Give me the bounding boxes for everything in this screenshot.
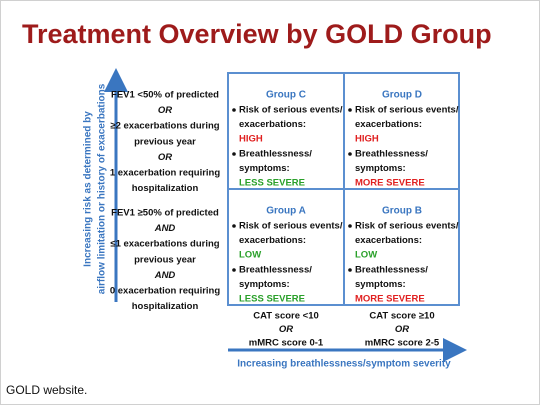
group-title: Group A [266, 206, 306, 217]
symptom-level: LESS SEVERE [239, 178, 305, 189]
bullet [348, 268, 352, 272]
row-criteria: FEV1 <50% of predicted [111, 90, 219, 101]
footer: GOLD website. [6, 383, 87, 397]
row-criteria: previous year [134, 136, 196, 147]
risk-level: LOW [239, 250, 261, 261]
group-title: Group B [382, 206, 422, 217]
column-criteria: OR [279, 324, 293, 335]
bullet [232, 108, 236, 112]
cell-text: Risk of serious events/ [355, 105, 459, 116]
row-criteria: 1 exacerbation requiring [110, 168, 221, 179]
cell-text: Breathlessness/ [239, 265, 312, 276]
cell-text: symptoms: [239, 163, 290, 174]
row-criteria: hospitalization [132, 183, 199, 194]
cell-text: Risk of serious events/ [239, 105, 343, 116]
column-criteria: CAT score <10 [253, 311, 319, 322]
bullet [348, 108, 352, 112]
group-title: Group D [382, 90, 422, 101]
column-criteria: OR [395, 324, 409, 335]
column-criteria: mMRC score 2-5 [365, 338, 440, 349]
cell-text: Risk of serious events/ [355, 221, 459, 232]
row-criteria: AND [154, 223, 176, 234]
cell-text: Risk of serious events/ [239, 221, 343, 232]
group-title: Group C [266, 90, 306, 101]
risk-level: HIGH [239, 134, 263, 145]
cell-text: exacerbations: [239, 119, 306, 130]
row-criteria: 0 exacerbation requiring [110, 286, 221, 297]
column-criteria: mMRC score 0-1 [249, 338, 324, 349]
slide-title: Treatment Overview by GOLD Group [22, 19, 492, 49]
row-criteria: OR [158, 152, 172, 163]
risk-level: LOW [355, 250, 377, 261]
row-criteria: previous year [134, 254, 196, 265]
bullet [232, 224, 236, 228]
cell-text: Breathlessness/ [239, 149, 312, 160]
column-criteria: CAT score ≥10 [369, 311, 434, 322]
y-axis-label: Increasing risk as determined by [83, 111, 94, 267]
symptom-level: LESS SEVERE [239, 294, 305, 305]
cell-text: exacerbations: [355, 119, 422, 130]
bullet [232, 152, 236, 156]
bullet [348, 224, 352, 228]
cell-text: Breathlessness/ [355, 265, 428, 276]
cell-text: symptoms: [355, 279, 406, 290]
y-axis-label: airflow limitation or history of exacerb… [97, 83, 108, 294]
x-axis-label: Increasing breathlessness/symptom severi… [237, 359, 451, 370]
symptom-level: MORE SEVERE [355, 178, 425, 189]
symptom-level: MORE SEVERE [355, 294, 425, 305]
bullet [232, 268, 236, 272]
row-criteria: hospitalization [132, 301, 199, 312]
row-criteria: AND [154, 270, 176, 281]
cell-text: Breathlessness/ [355, 149, 428, 160]
risk-level: HIGH [355, 134, 379, 145]
cell-text: exacerbations: [239, 235, 306, 246]
cell-text: exacerbations: [355, 235, 422, 246]
bullet [348, 152, 352, 156]
row-criteria: OR [158, 105, 172, 116]
cell-text: symptoms: [355, 163, 406, 174]
row-criteria: FEV1 ≥50% of predicted [111, 208, 219, 219]
row-criteria: ≥2 exacerbations during [110, 121, 219, 132]
cell-text: symptoms: [239, 279, 290, 290]
row-criteria: ≤1 exacerbations during [110, 239, 219, 250]
